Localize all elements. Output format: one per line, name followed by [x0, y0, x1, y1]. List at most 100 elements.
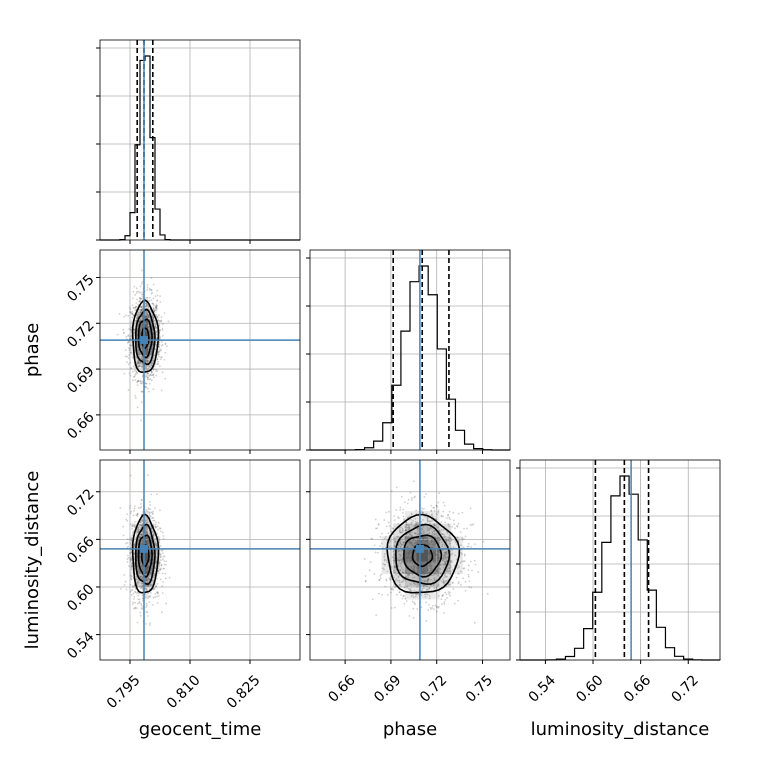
sample-point — [443, 581, 446, 584]
sample-point — [461, 560, 463, 563]
sample-point — [411, 542, 414, 545]
sample-point — [445, 556, 448, 559]
sample-point — [149, 571, 152, 574]
sample-point — [448, 583, 451, 586]
sample-point — [144, 522, 147, 525]
sample-point — [426, 549, 429, 552]
sample-point — [139, 587, 142, 590]
sample-point — [136, 317, 138, 320]
sample-point — [399, 506, 402, 509]
sample-point — [144, 555, 147, 557]
sample-point — [402, 541, 404, 544]
sample-point — [149, 584, 152, 586]
sample-point — [155, 493, 158, 496]
sample-point — [451, 525, 454, 528]
sample-point — [398, 544, 401, 547]
sample-point — [424, 542, 426, 544]
sample-point — [145, 557, 148, 560]
sample-point — [161, 592, 164, 595]
sample-point — [136, 555, 139, 557]
sample-point — [445, 551, 447, 554]
sample-point — [146, 314, 148, 317]
sample-point — [141, 520, 144, 523]
sample-point — [129, 504, 132, 507]
sample-point — [147, 540, 150, 543]
sample-point — [411, 543, 414, 546]
sample-point — [411, 499, 413, 501]
sample-point — [132, 524, 135, 527]
sample-point — [125, 314, 127, 317]
sample-point — [147, 538, 150, 541]
sample-point — [442, 563, 445, 566]
sample-point — [401, 544, 404, 547]
sample-point — [124, 580, 127, 583]
sample-point — [146, 537, 149, 540]
sample-point — [165, 560, 168, 563]
sample-point — [422, 537, 424, 540]
sample-point — [130, 589, 133, 592]
sample-point — [134, 521, 136, 523]
sample-point — [444, 556, 447, 559]
sample-point — [427, 527, 429, 530]
sample-point — [130, 539, 133, 542]
sample-point — [428, 553, 431, 555]
sample-point — [129, 512, 132, 515]
sample-point — [145, 349, 148, 351]
sample-point — [146, 566, 148, 569]
sample-point — [161, 356, 163, 359]
sample-point — [146, 517, 149, 520]
sample-point — [146, 320, 149, 323]
sample-point — [427, 578, 430, 580]
sample-point — [460, 551, 462, 554]
sample-point — [130, 334, 133, 337]
sample-point — [384, 553, 386, 555]
sample-point — [428, 520, 431, 523]
sample-point — [139, 362, 141, 365]
sample-point — [393, 586, 396, 589]
sample-point — [405, 600, 408, 602]
sample-point — [423, 573, 425, 576]
sample-point — [407, 551, 410, 554]
sample-point — [394, 566, 397, 569]
sample-point — [129, 351, 132, 354]
sample-point — [146, 571, 149, 573]
sample-point — [428, 553, 431, 556]
sample-point — [398, 556, 401, 559]
sample-point — [149, 352, 152, 355]
sample-point — [437, 534, 440, 536]
sample-point — [433, 542, 436, 545]
sample-point — [152, 552, 155, 555]
sample-point — [140, 518, 143, 521]
sample-point — [146, 372, 149, 375]
sample-point — [145, 570, 148, 573]
sample-point — [134, 309, 136, 312]
sample-point — [124, 355, 127, 358]
sample-point — [138, 585, 141, 588]
sample-point — [406, 502, 409, 505]
sample-point — [136, 552, 139, 555]
sample-point — [137, 531, 139, 534]
sample-point — [435, 504, 438, 507]
sample-point — [152, 374, 155, 377]
sample-point — [422, 567, 425, 570]
sample-point — [144, 554, 147, 557]
sample-point — [141, 519, 144, 522]
sample-point — [146, 349, 149, 351]
sample-point — [457, 580, 460, 583]
sample-point — [417, 556, 419, 559]
sample-point — [130, 594, 133, 596]
sample-point — [145, 307, 147, 310]
sample-point — [141, 564, 143, 567]
sample-point — [429, 543, 431, 545]
sample-point — [133, 525, 136, 527]
sample-point — [426, 549, 428, 552]
sample-point — [426, 551, 429, 554]
sample-point — [145, 367, 148, 370]
sample-point — [128, 372, 131, 375]
sample-point — [435, 504, 438, 507]
sample-point — [145, 568, 148, 570]
sample-point — [150, 353, 152, 356]
sample-point — [405, 529, 407, 532]
sample-point — [145, 325, 147, 328]
sample-point — [149, 374, 152, 376]
